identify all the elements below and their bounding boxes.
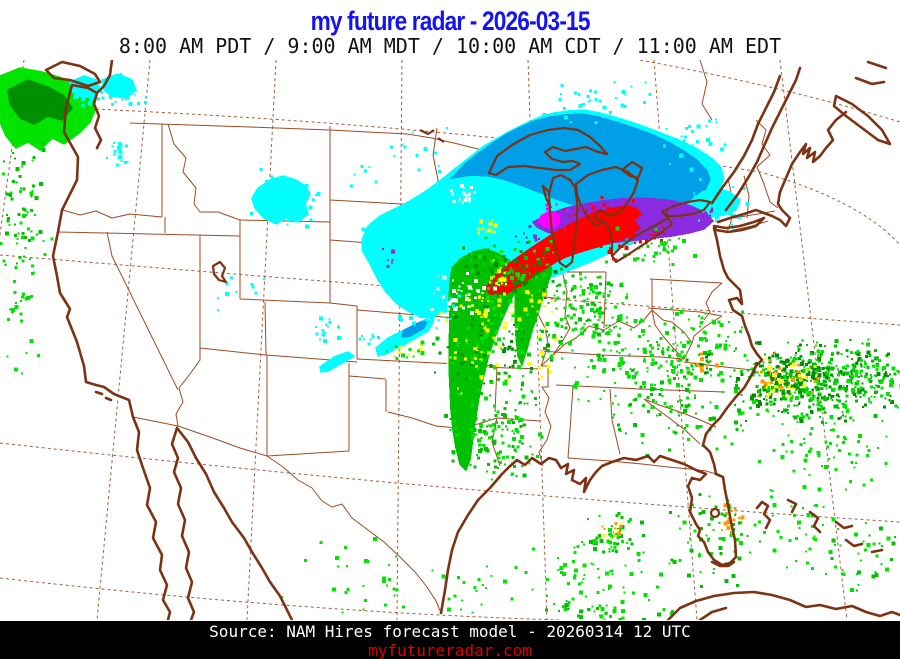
footer-bar: Source: NAM Hires forecast model - 20260…: [0, 621, 900, 659]
radar-mt-cyan: [251, 175, 311, 225]
radar-great-lakes-blue: [449, 113, 711, 216]
page-title-text: my future radar - 2026-03-15: [310, 6, 590, 36]
radar-co-streak-core: [400, 319, 429, 338]
website-link[interactable]: myfutureradar.com: [368, 641, 532, 659]
page-title: my future radar - 2026-03-15: [0, 6, 900, 37]
radar-map: [0, 60, 900, 620]
valid-times-label: 8:00 AM PDT / 9:00 AM MDT / 10:00 AM CDT…: [118, 34, 782, 58]
radar-map-canvas: [0, 60, 900, 620]
source-text: Source: NAM Hires forecast model - 20260…: [209, 622, 691, 641]
radar-co-streak-2: [319, 351, 356, 373]
radar-pnw-green-core: [7, 79, 73, 125]
radar-red-band: [485, 205, 643, 297]
